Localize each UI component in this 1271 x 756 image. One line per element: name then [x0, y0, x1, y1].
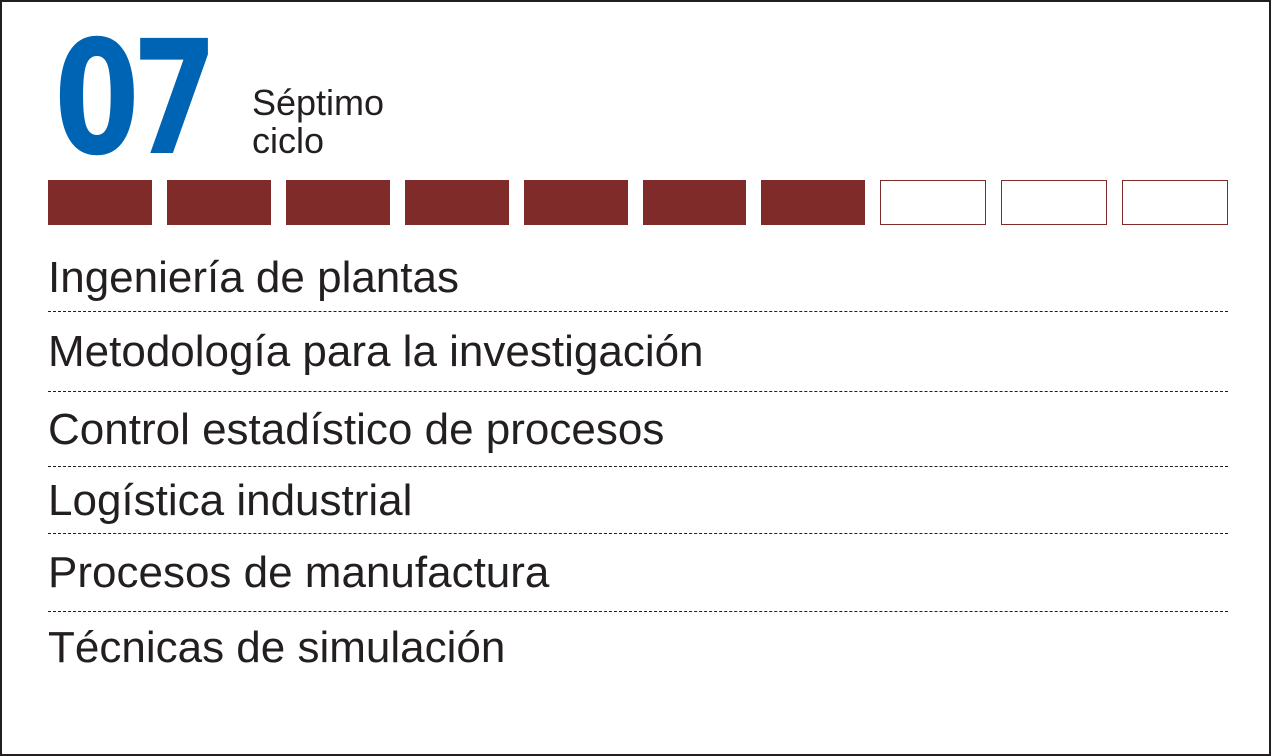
dashed-divider: [48, 533, 1228, 534]
progress-segment-4: [404, 180, 509, 225]
course-name: Logística industrial: [48, 476, 413, 525]
course-name: Ingeniería de plantas: [48, 253, 459, 302]
course-name: Procesos de manufactura: [48, 548, 550, 597]
progress-segment-10: [1122, 180, 1229, 225]
cycle-number: 07: [54, 7, 218, 191]
cycle-progress-bar: [48, 180, 1229, 225]
progress-segment-7: [761, 180, 866, 225]
progress-segment-1: [48, 180, 152, 225]
course-name: Técnicas de simulación: [48, 623, 506, 672]
course-name: Control estadístico de procesos: [48, 405, 665, 454]
progress-segment-2: [166, 180, 271, 225]
cycle-label: Séptimo ciclo: [252, 84, 384, 160]
dashed-divider: [48, 611, 1228, 612]
course-item: Ingeniería de plantas: [48, 244, 1228, 312]
course-name: Metodología para la investigación: [48, 327, 704, 376]
progress-segment-9: [1001, 180, 1108, 225]
dashed-divider: [48, 391, 1228, 392]
progress-segment-3: [285, 180, 390, 225]
course-list: Ingeniería de plantas Metodología para l…: [48, 244, 1228, 684]
course-item: Control estadístico de procesos: [48, 392, 1228, 467]
progress-segment-8: [880, 180, 987, 225]
cycle-label-line1: Séptimo: [252, 82, 385, 123]
progress-segment-6: [642, 180, 747, 225]
progress-segment-5: [523, 180, 628, 225]
course-item: Procesos de manufactura: [48, 534, 1228, 612]
dashed-divider: [48, 311, 1228, 312]
course-item: Logística industrial: [48, 467, 1228, 534]
dashed-divider: [48, 466, 1228, 467]
course-item: Técnicas de simulación: [48, 612, 1228, 684]
cycle-label-line2: ciclo: [252, 120, 325, 161]
course-item: Metodología para la investigación: [48, 312, 1228, 392]
